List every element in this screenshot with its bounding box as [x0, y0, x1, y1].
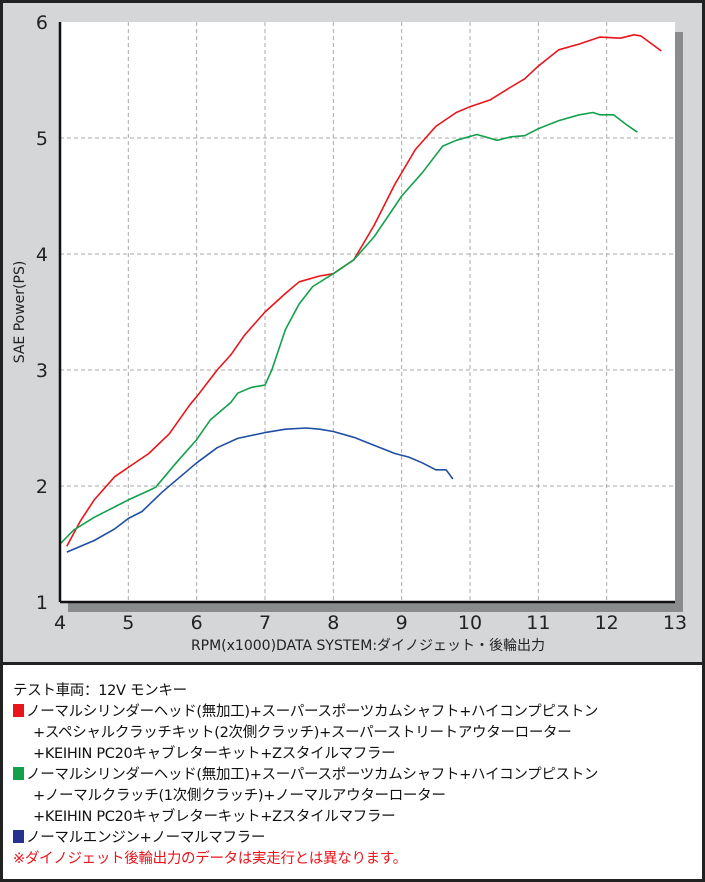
legend-text: +KEIHIN PC20キャブレターキット+Zスタイルマフラー — [33, 746, 396, 762]
legend-box: テスト車両：12V モンキー ノーマルシリンダーヘッド(無加工)+スーパースポー… — [0, 662, 705, 882]
y-tick-label: 2 — [36, 476, 48, 498]
legend-text: ノーマルシリンダーヘッド(無加工)+スーパースポーツカムシャフト+ハイコンプピス… — [26, 767, 599, 783]
x-tick-label: 11 — [526, 612, 550, 634]
x-tick-label: 4 — [54, 612, 66, 634]
series-line-green — [59, 111, 638, 545]
x-tick-label: 8 — [327, 612, 339, 634]
x-tick-label: 7 — [259, 612, 271, 634]
x-tick-label: 12 — [595, 612, 619, 634]
x-tick-label: 10 — [458, 612, 482, 634]
series-line-blue — [66, 427, 454, 553]
y-tick-label: 3 — [36, 360, 48, 382]
legend-text: ノーマルシリンダーヘッド(無加工)+スーパースポーツカムシャフト+ハイコンプピス… — [26, 704, 599, 720]
legend-text: ノーマルエンジン+ノーマルマフラー — [26, 830, 266, 846]
legend-blue: ノーマルエンジン+ノーマルマフラー — [13, 826, 265, 847]
y-axis-label: SAE Power(PS) — [12, 261, 28, 364]
plot-area — [60, 22, 675, 602]
legend-text: +スペシャルクラッチキット(2次側クラッチ)+スーパーストリートアウターローター — [33, 725, 572, 741]
legend-red: ノーマルシリンダーヘッド(無加工)+スーパースポーツカムシャフト+ハイコンプピス… — [13, 700, 598, 721]
x-axis-label: RPM(x1000)DATA SYSTEM:ダイノジェット・後輪出力 — [191, 637, 545, 654]
y-tick-label: 6 — [36, 12, 48, 34]
legend-text: +KEIHIN PC20キャブレターキット+Zスタイルマフラー — [33, 809, 396, 825]
y-tick-label: 4 — [36, 244, 48, 266]
x-tick-label: 9 — [396, 612, 408, 634]
y-tick-label: 1 — [36, 592, 48, 614]
legend-text: +ノーマルクラッチ(1次側クラッチ)+ノーマルアウターローター — [33, 788, 446, 804]
x-tick-label: 6 — [191, 612, 203, 634]
test-vehicle: テスト車両：12V モンキー — [13, 683, 187, 699]
green-swatch-icon — [13, 767, 24, 780]
blue-swatch-icon — [13, 830, 24, 843]
x-tick-label: 5 — [122, 612, 134, 634]
red-swatch-icon — [13, 704, 24, 717]
legend-green: ノーマルシリンダーヘッド(無加工)+スーパースポーツカムシャフト+ハイコンプピス… — [13, 763, 598, 784]
x-tick-label: 13 — [663, 612, 687, 634]
disclaimer-note: ※ダイノジェット後輪出力のデータは実走行とは異なります。 — [13, 851, 407, 867]
y-tick-label: 5 — [36, 128, 48, 150]
